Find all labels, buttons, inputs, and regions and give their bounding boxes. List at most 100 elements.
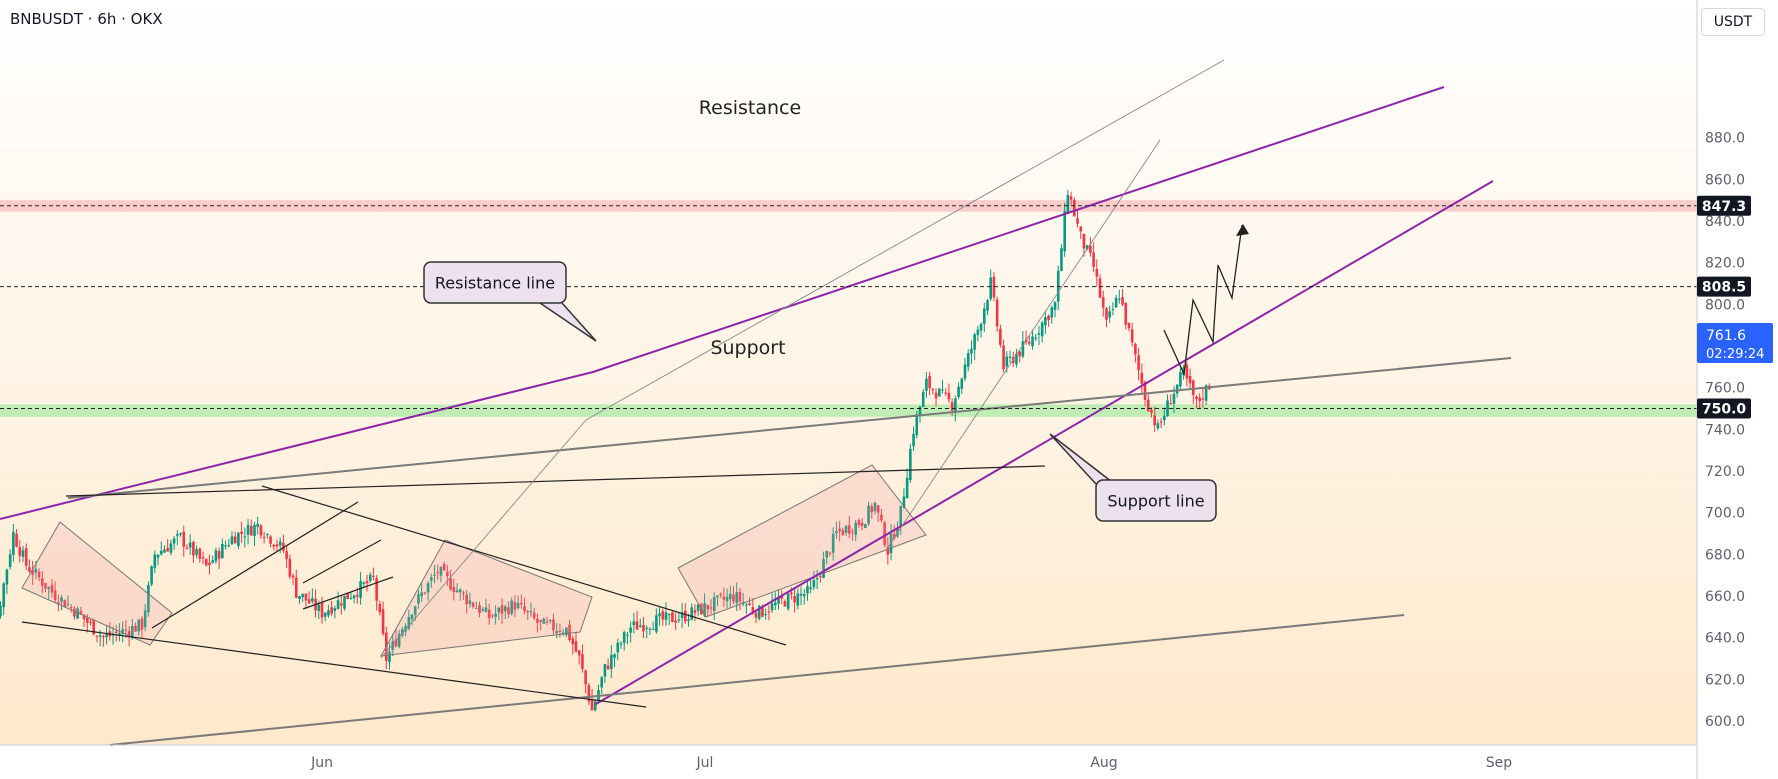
candle-body [92, 619, 96, 635]
trendline[interactable] [65, 465, 1046, 497]
callout-resistance-line[interactable]: Resistance line [423, 261, 597, 342]
candle-body [1130, 329, 1134, 343]
candle [674, 612, 677, 630]
candle [571, 635, 575, 655]
candle [1166, 394, 1169, 417]
candle [658, 605, 661, 626]
candle-body [2, 583, 6, 608]
candle-body [8, 554, 12, 568]
candle [1153, 406, 1156, 432]
trendline[interactable] [151, 501, 359, 629]
candle [690, 603, 694, 621]
candle-body [86, 617, 89, 623]
candle-body [844, 525, 848, 533]
candle [31, 560, 34, 585]
callout-support-line[interactable]: Support line [1049, 433, 1217, 522]
candle-body [1137, 355, 1140, 371]
candle [298, 595, 301, 604]
candle [1031, 329, 1034, 350]
candle [809, 579, 812, 594]
candle-body [40, 578, 44, 586]
candle [365, 574, 369, 592]
candle-body [979, 323, 983, 331]
candle-body [1063, 211, 1066, 252]
candle-body [1118, 298, 1121, 300]
candle [1114, 294, 1118, 308]
candle [137, 619, 141, 636]
candle-body [1182, 367, 1185, 376]
candle-body [905, 477, 909, 499]
candle-body [664, 612, 668, 620]
candle [565, 627, 568, 638]
trendline[interactable] [302, 539, 382, 584]
candle [1185, 361, 1189, 387]
candle [89, 619, 92, 626]
candle-body [516, 602, 520, 609]
candle [706, 604, 710, 617]
candle [446, 564, 449, 586]
candle-body [404, 626, 407, 632]
candle [60, 594, 63, 611]
candle-body [1146, 399, 1150, 412]
candle [873, 501, 877, 515]
candle [204, 558, 208, 567]
candle-body [886, 546, 890, 555]
candle-body [577, 650, 581, 656]
chart-pattern [380, 539, 593, 657]
trendline[interactable] [885, 139, 1161, 551]
candle-body [153, 554, 157, 568]
candle [28, 559, 31, 573]
candle-body [243, 536, 247, 538]
candle-body [221, 544, 224, 559]
candle [455, 583, 459, 593]
candle-body [66, 604, 70, 606]
callout-text: Resistance line [435, 274, 555, 293]
candle-body [510, 600, 513, 614]
trendline[interactable] [380, 419, 587, 659]
candle-body [1169, 403, 1173, 405]
candle-body [841, 530, 845, 535]
candle-body [507, 607, 510, 615]
candle [671, 611, 674, 623]
candle-body [1198, 397, 1201, 402]
currency-button[interactable]: USDT [1701, 8, 1765, 36]
candle [362, 581, 366, 588]
candle-body [995, 299, 999, 327]
candle-body [783, 601, 787, 607]
candle-body [610, 655, 613, 670]
candle [66, 595, 70, 607]
candle [854, 520, 857, 541]
candle-body [394, 639, 398, 647]
candle-body [1037, 333, 1041, 335]
candle-body [539, 620, 542, 622]
candle [513, 595, 517, 617]
candle [899, 505, 902, 535]
trendline[interactable] [595, 180, 1494, 705]
candle-body [732, 594, 735, 602]
trendline[interactable] [21, 621, 647, 708]
trendline[interactable] [109, 614, 1405, 746]
trendline[interactable] [261, 485, 787, 646]
candle-body [391, 641, 395, 650]
candle [131, 618, 134, 640]
trendline[interactable] [585, 59, 1225, 421]
candle-body [439, 567, 443, 576]
candle [491, 613, 494, 619]
candle [140, 616, 144, 638]
candle [1156, 419, 1160, 431]
candle-body [105, 634, 108, 638]
candle [69, 604, 73, 613]
trendline[interactable] [67, 357, 1512, 499]
candle-body [966, 353, 970, 367]
candle [410, 613, 414, 626]
symbol-title[interactable]: BNBUSDT · 6h · OKX [10, 10, 163, 28]
trendline[interactable] [592, 86, 1445, 373]
candle-body [793, 596, 796, 603]
zone-labels: Resistance Support [699, 97, 801, 359]
candle [1130, 322, 1134, 347]
trendline[interactable] [302, 576, 394, 610]
candle-body [352, 595, 356, 599]
candle-body [1179, 372, 1182, 387]
candle-body [770, 603, 774, 611]
